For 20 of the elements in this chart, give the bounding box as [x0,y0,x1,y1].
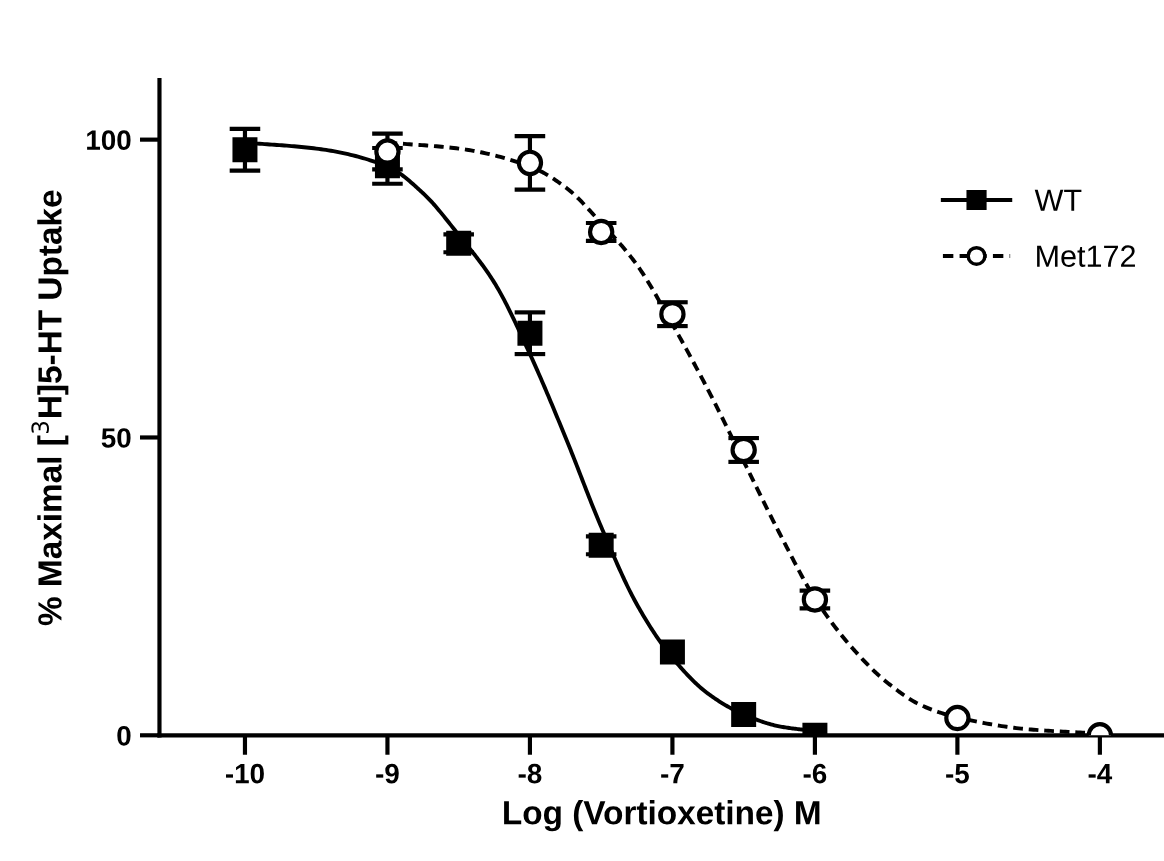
point [731,701,757,727]
x-tick-label: -10 [225,763,264,784]
x-tick-label: -6 [803,763,827,784]
x-tick-label: -5 [946,764,969,784]
point [517,320,543,346]
x-tick-label: -9 [376,763,399,784]
y-axis-title: % Maximal [$^{3}$H]5-HT Uptake [31,190,69,626]
point [659,639,685,665]
point [232,137,258,163]
legend-label: WT [1034,189,1082,211]
y-tick-label: 0 [117,725,131,746]
x-tick-label: -4 [1088,764,1113,784]
point [944,704,971,732]
y-tick-label: 100 [87,130,131,150]
y-tick-label: 50 [101,428,131,448]
legend-label: Met172 [1037,245,1135,267]
x-tick-label: -8 [518,763,542,784]
x-axis-title: Log (Vortioxetine) M [504,800,820,832]
x-tick-label: -7 [661,764,684,784]
point [516,149,544,177]
